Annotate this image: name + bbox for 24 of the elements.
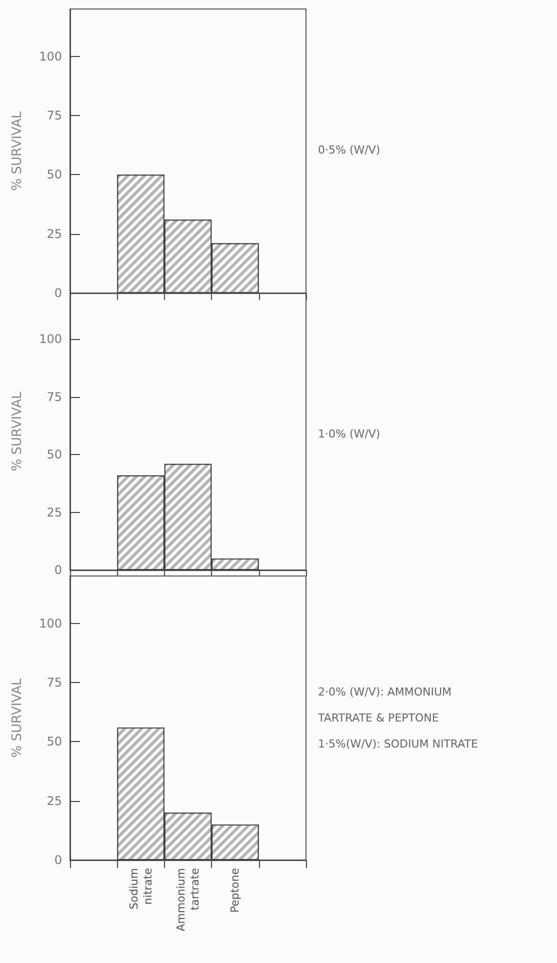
y-axis-title: % SURVIVAL (10, 110, 25, 191)
text: 1·5%(W/V): SODIUM NITRATE (318, 738, 478, 750)
text: 1·0% (W/V) (318, 428, 380, 440)
y-tick-label: 100 (39, 616, 62, 630)
y-tick-label: 0 (54, 563, 62, 577)
y-tick-label: 25 (46, 226, 62, 241)
x-tick-label: Peptone (228, 868, 242, 913)
y-tick-label: 75 (46, 676, 62, 690)
x-tick-label: Sodium nitrate (127, 868, 154, 910)
y-tick-label: 75 (46, 108, 62, 122)
y-tick-label: 0 (54, 853, 62, 867)
y-tick-label: 50 (46, 448, 62, 462)
y-tick-label: 0 (54, 286, 62, 300)
y-tick-label: 100 (39, 49, 62, 64)
y-tick-label: 25 (46, 505, 62, 520)
y-axis-title: % SURVIVAL (10, 390, 25, 472)
y-axis-title: % SURVIVAL (10, 677, 25, 758)
text: 2·0% (W/V): AMMONIUM TARTRATE & PEPTONE (317, 686, 456, 724)
y-tick-label: 50 (46, 168, 62, 182)
y-tick-label: 100 (39, 332, 62, 346)
text: 0·5% (W/V) (318, 144, 380, 156)
y-tick-label: 75 (46, 390, 62, 404)
y-tick-label: 25 (46, 794, 62, 808)
y-tick-label: 50 (46, 734, 62, 749)
